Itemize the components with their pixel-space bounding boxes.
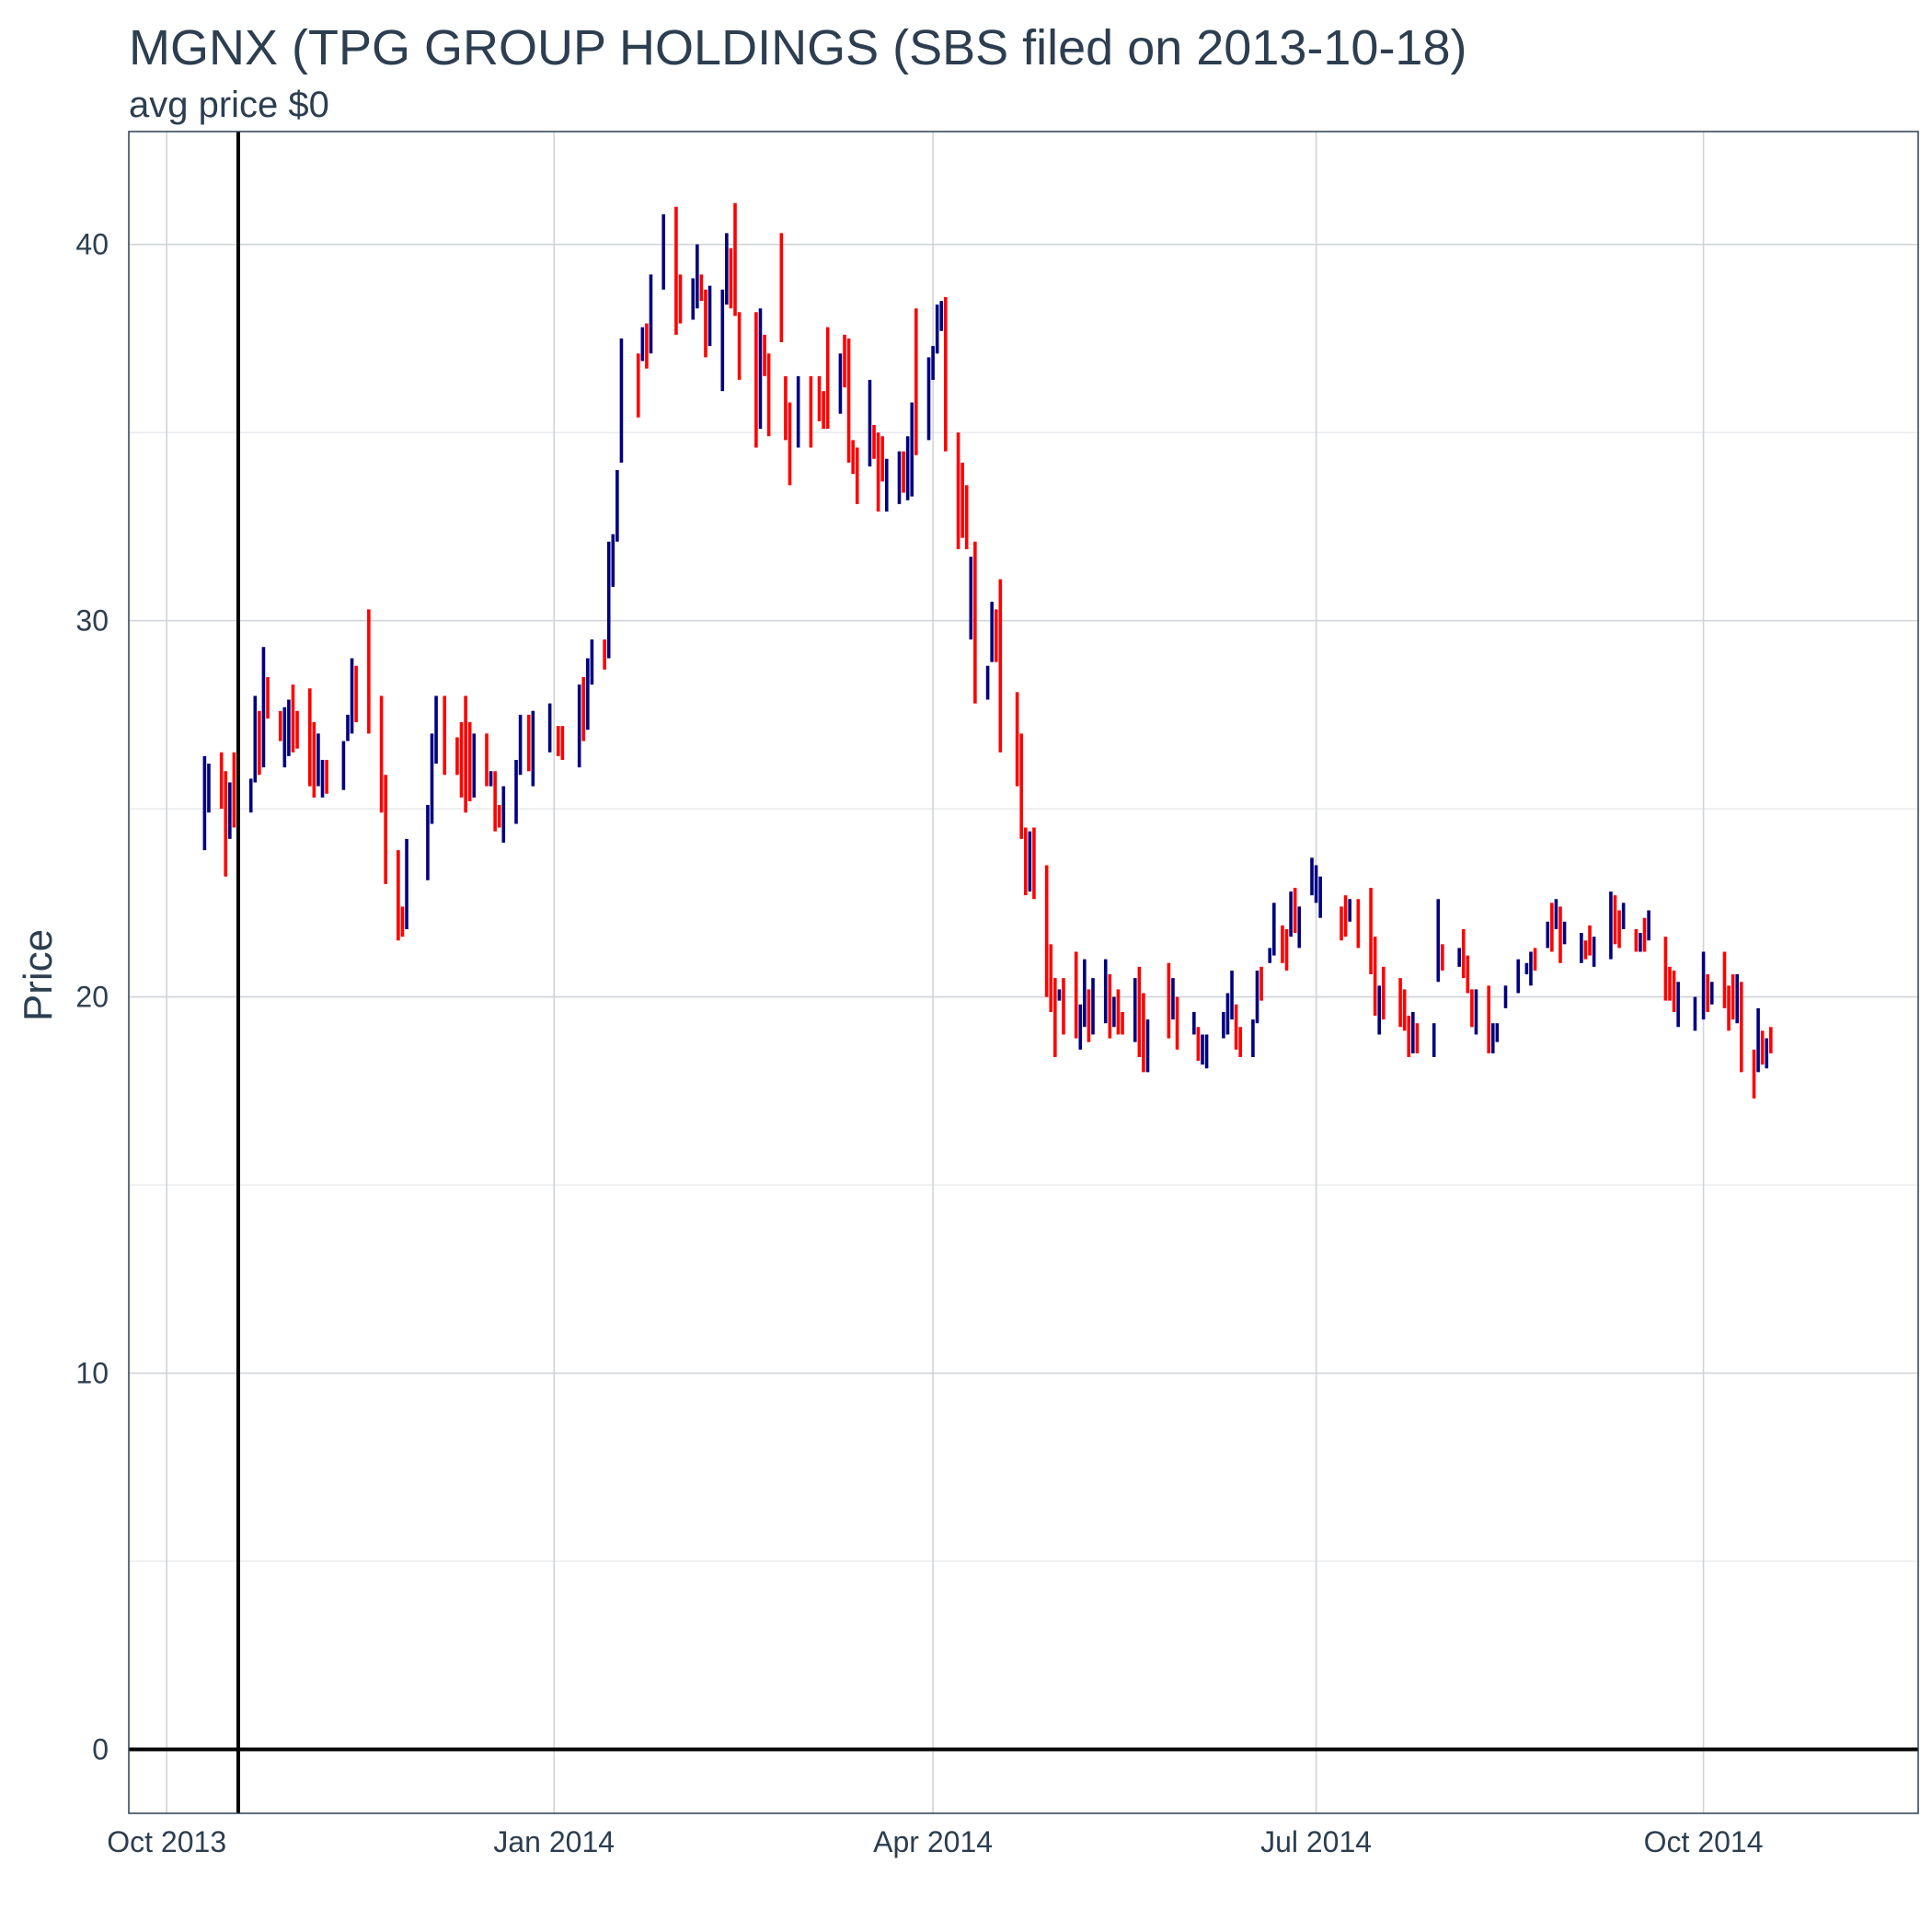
x-tick-label: Jul 2014: [1260, 1825, 1372, 1858]
price-bars: [202, 202, 1773, 1098]
y-tick-label: 0: [92, 1732, 109, 1765]
chart-subtitle: avg price $0: [129, 85, 329, 125]
x-tick-label: Jan 2014: [493, 1825, 615, 1858]
y-tick-label: 20: [75, 981, 109, 1014]
y-tick-label: 40: [75, 228, 109, 261]
chart-title: MGNX (TPG GROUP HOLDINGS (SBS filed on 2…: [129, 20, 1466, 75]
y-tick-label: 30: [75, 604, 109, 638]
x-tick-label: Apr 2014: [873, 1825, 993, 1858]
reference-lines: [129, 132, 1918, 1813]
y-tick-label: 10: [75, 1357, 109, 1390]
x-tick-label: Oct 2014: [1644, 1825, 1764, 1858]
y-axis-ticks: 0 10 20 30 40: [75, 228, 109, 1766]
x-tick-label: Oct 2013: [107, 1825, 226, 1858]
plot-frame: [128, 131, 1919, 1814]
y-axis-label: Price: [16, 929, 61, 1021]
x-axis-ticks: Oct 2013 Jan 2014 Apr 2014 Jul 2014 Oct 2014: [107, 1825, 1763, 1858]
